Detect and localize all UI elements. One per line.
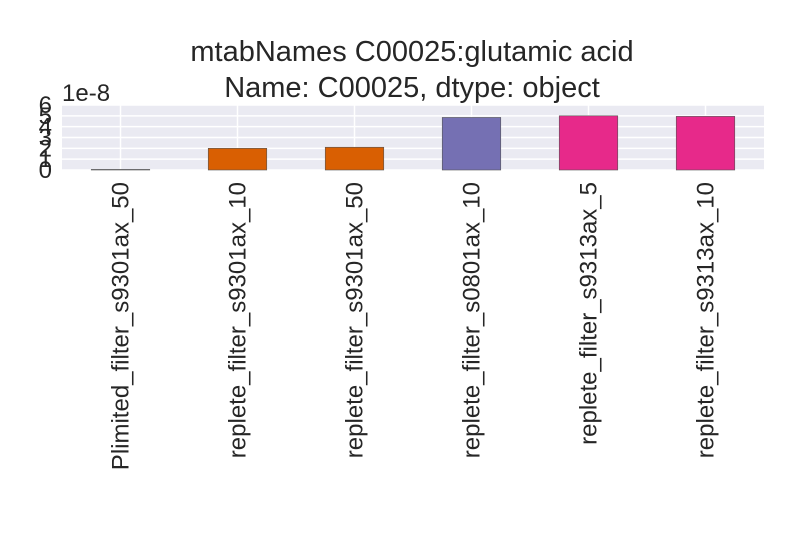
y-tick-label: 1 — [39, 146, 52, 173]
x-tick-label: replete_filter_s0801ax_10 — [459, 182, 486, 458]
chart-title-line-1: mtabNames C00025:glutamic acid — [190, 36, 633, 68]
bar-2 — [207, 148, 268, 171]
chart-title-line-2: Name: C00025, dtype: object — [224, 72, 600, 104]
x-tick-label: Plimited_filter_s9301ax_50 — [108, 182, 135, 470]
y-tick-label: 4 — [39, 114, 52, 141]
x-tick-label: replete_filter_s9313ax_10 — [693, 182, 720, 458]
bar-3 — [324, 146, 385, 171]
y-tick-label: 2 — [39, 135, 52, 162]
y-tick-label: 3 — [39, 125, 52, 152]
y-axis-offset-label: 1e-8 — [62, 80, 110, 107]
bar-1 — [90, 169, 151, 171]
x-tick-label: replete_filter_s9313ax_5 — [576, 182, 603, 445]
y-tick-label: 0 — [39, 157, 52, 184]
bars — [90, 115, 736, 171]
y-tick-label: 6 — [39, 92, 52, 119]
x-tick-labels: Plimited_filter_s9301ax_50 replete_filter… — [108, 182, 720, 470]
x-tick-label: replete_filter_s9301ax_10 — [225, 182, 252, 458]
x-tick-label: replete_filter_s9301ax_50 — [342, 182, 369, 458]
bar-5 — [558, 115, 619, 171]
bar-6 — [675, 116, 736, 171]
bar-4 — [441, 117, 502, 171]
y-tick-label: 5 — [39, 103, 52, 130]
